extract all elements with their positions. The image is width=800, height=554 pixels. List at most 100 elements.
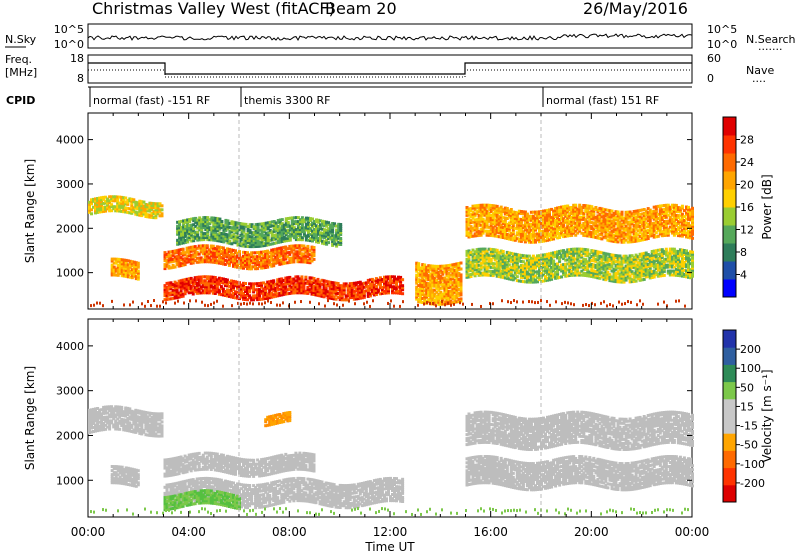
echo-cell	[566, 234, 570, 238]
echo-cell	[513, 218, 517, 222]
echo-cell	[312, 281, 316, 284]
echo-cell	[203, 246, 207, 250]
echo-cell	[624, 220, 628, 224]
echo-cell	[534, 238, 537, 242]
echo-cell	[258, 262, 262, 266]
echo-cell	[493, 222, 497, 226]
echo-cell	[606, 216, 610, 220]
echo-cell	[262, 234, 266, 238]
echo-cell	[134, 277, 138, 281]
echo-cell	[252, 282, 256, 286]
echo-cell	[272, 222, 276, 225]
echo-cell	[648, 212, 652, 216]
echo-cell	[311, 235, 314, 239]
echo-cell	[266, 294, 270, 298]
echo-cell	[499, 269, 503, 273]
echo-cell	[193, 251, 197, 255]
echo-cell	[503, 272, 507, 276]
echo-cell	[558, 226, 562, 229]
echo-cell	[90, 198, 93, 202]
echo-cell	[592, 221, 596, 225]
echo-cell	[306, 281, 310, 285]
echo-cell	[689, 218, 692, 222]
echo-cell	[262, 254, 266, 258]
echo-cell	[672, 205, 676, 209]
echo-cell	[447, 278, 451, 281]
echo-cell	[546, 254, 549, 258]
echo-cell	[313, 219, 316, 223]
echo-cell	[435, 290, 439, 294]
echo-cell	[258, 228, 262, 232]
echo-cell	[519, 259, 523, 263]
echo-cell	[272, 225, 276, 229]
echo-cell	[254, 294, 258, 298]
echo-cell	[216, 233, 220, 237]
echo-cell	[171, 292, 175, 296]
echo-cell	[160, 212, 164, 216]
echo-cell	[447, 295, 451, 299]
echo-cell	[94, 201, 97, 205]
echo-cell	[445, 286, 449, 290]
echo-cell	[554, 250, 558, 254]
echo-cell	[286, 255, 290, 259]
echo-cell	[313, 227, 316, 231]
echo-cell	[614, 228, 618, 232]
echo-cell	[546, 276, 549, 280]
echo-cell	[212, 222, 216, 226]
echo-cell	[294, 232, 298, 236]
echo-cell	[568, 234, 572, 238]
echo-cell	[558, 228, 562, 231]
echo-cell	[501, 208, 505, 212]
echo-cell	[203, 248, 207, 252]
echo-cell	[501, 258, 505, 261]
echo-cell	[112, 261, 116, 265]
echo-cell	[648, 230, 652, 234]
echo-cell	[489, 214, 493, 217]
echo-cell	[477, 257, 481, 261]
echo-cell	[294, 279, 298, 283]
echo-cell	[207, 275, 211, 279]
echo-cell	[177, 264, 181, 268]
echo-cell	[150, 213, 154, 217]
echo-cell	[467, 249, 471, 253]
echo-cell	[542, 235, 545, 239]
echo-cell	[536, 224, 539, 228]
echo-cell	[491, 216, 495, 220]
echo-cell	[632, 228, 636, 231]
echo-cell	[262, 289, 266, 293]
echo-cell	[656, 226, 660, 230]
echo-cell	[578, 211, 582, 215]
echo-cell	[181, 251, 185, 255]
echo-cell	[606, 222, 610, 226]
echo-cell	[256, 298, 260, 302]
echo-cell	[329, 225, 333, 229]
echo-cell	[618, 214, 622, 218]
echo-cell	[385, 275, 388, 279]
echo-cell	[366, 278, 370, 282]
echo-cell	[260, 256, 264, 260]
echo-cell	[300, 287, 304, 291]
echo-cell	[646, 235, 650, 238]
echo-cell	[451, 271, 455, 275]
echo-cell	[546, 226, 549, 230]
echo-cell	[523, 268, 527, 272]
echo-cell	[566, 230, 570, 234]
echo-cell	[481, 273, 485, 277]
echo-cell	[477, 253, 481, 257]
echo-cell	[278, 250, 282, 254]
echo-cell	[114, 199, 118, 203]
echo-cell	[179, 264, 183, 268]
echo-cell	[110, 273, 114, 277]
echo-cell	[640, 216, 644, 220]
echo-cell	[332, 285, 336, 289]
echo-cell	[590, 213, 594, 217]
echo-cell	[588, 226, 592, 230]
echo-cell	[397, 279, 400, 283]
echo-cell	[507, 267, 511, 271]
echo-cell	[501, 234, 505, 237]
echo-cell	[614, 240, 618, 244]
echo-cell	[246, 298, 249, 302]
echo-cell	[544, 215, 547, 219]
echo-cell	[592, 215, 596, 219]
echo-cell	[536, 214, 539, 218]
